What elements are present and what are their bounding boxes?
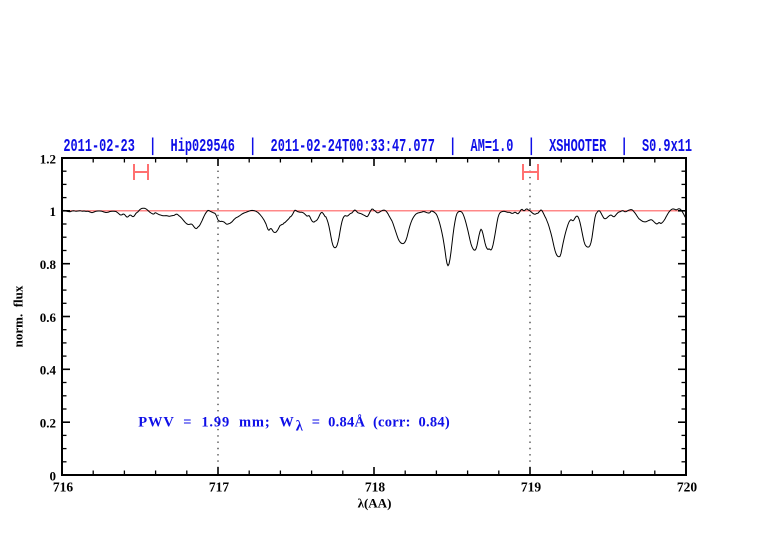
svg-text:720: 720: [677, 480, 698, 495]
svg-text:λ: λ: [296, 419, 304, 435]
svg-text:λ(AA): λ(AA): [358, 496, 392, 511]
svg-text:1: 1: [50, 204, 57, 219]
svg-text:0.4: 0.4: [40, 363, 57, 378]
svg-text:718: 718: [365, 480, 386, 495]
svg-text:PWV = 1.99 mm; W: PWV = 1.99 mm; W: [138, 415, 294, 431]
svg-text:0.8: 0.8: [40, 257, 57, 272]
svg-text:0: 0: [50, 468, 57, 483]
svg-text:719: 719: [521, 480, 542, 495]
svg-text:0.2: 0.2: [40, 416, 56, 431]
svg-text:2011-02-23 | Hip029546 | 2: 2011-02-23 | Hip029546 | 2011-02-24T00:3…: [63, 136, 692, 157]
svg-text:1.2: 1.2: [40, 151, 56, 166]
svg-text:717: 717: [209, 480, 230, 495]
svg-text:= 0.84Å (corr: 0.84): = 0.84Å (corr: 0.84): [312, 415, 450, 431]
svg-text:0.6: 0.6: [40, 310, 57, 325]
svg-text:norm. flux: norm. flux: [11, 285, 26, 347]
svg-text:716: 716: [53, 480, 74, 495]
